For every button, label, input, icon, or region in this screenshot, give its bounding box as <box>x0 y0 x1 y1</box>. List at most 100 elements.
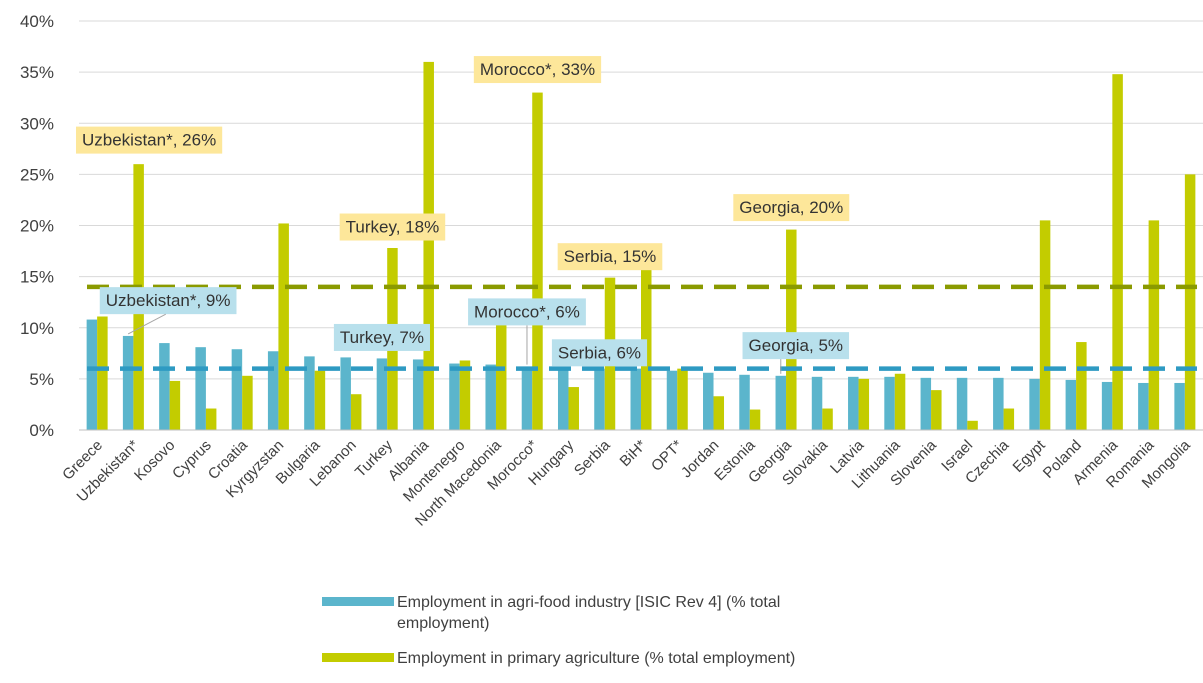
y-tick-label: 10% <box>20 319 54 338</box>
y-tick-label: 30% <box>20 114 54 133</box>
annotation-label: Turkey, 7% <box>340 328 424 347</box>
bar-agrifood <box>485 364 496 430</box>
bar-agriculture <box>713 396 725 430</box>
bar-agrifood <box>267 351 279 430</box>
bar-agriculture <box>1184 174 1196 430</box>
x-tick-label: BiH* <box>617 437 650 470</box>
bar-agriculture <box>894 373 906 430</box>
bar-agriculture <box>1003 408 1015 430</box>
annotation-label: Morocco*, 33% <box>480 60 595 79</box>
annotation-label: Uzbekistan*, 26% <box>82 131 216 150</box>
bar-agrifood <box>775 375 787 430</box>
annotation-label: Georgia, 20% <box>739 198 843 217</box>
bar-agriculture <box>1112 74 1123 431</box>
bar-agrifood <box>1138 382 1149 430</box>
annotation-box <box>468 298 586 326</box>
bar-agriculture <box>1148 220 1160 430</box>
bar-agriculture <box>350 394 362 430</box>
annotation-label: Georgia, 5% <box>749 336 844 355</box>
legend-item-agrifood: Employment in agri-food industry [ISIC R… <box>322 592 842 634</box>
annotation-label: Morocco*, 6% <box>474 302 580 321</box>
legend-label-agriculture: Employment in primary agriculture (% tot… <box>397 650 796 667</box>
bar-agrifood <box>159 343 170 430</box>
bar-agriculture <box>314 370 326 430</box>
bar-agrifood <box>1029 378 1040 430</box>
x-tick-label: Kosovo <box>131 437 178 484</box>
annotation-box <box>733 194 850 222</box>
bar-agrifood <box>920 377 932 430</box>
bar-agrifood <box>703 372 714 430</box>
bar-agriculture <box>858 378 870 430</box>
bar-agrifood <box>304 356 315 430</box>
annotation-label: Serbia, 15% <box>564 247 657 266</box>
bar-agrifood <box>594 368 605 430</box>
annotation-label: Serbia, 6% <box>558 343 641 362</box>
annotation-label: Turkey, 18% <box>346 218 440 237</box>
annotation-box <box>99 287 237 315</box>
bar-agriculture <box>967 420 978 430</box>
bar-agriculture <box>495 315 507 430</box>
bar-agriculture <box>242 375 253 430</box>
y-tick-label: 40% <box>20 12 54 31</box>
bar-agrifood <box>630 368 641 430</box>
y-tick-label: 25% <box>20 165 54 184</box>
legend-label-agrifood: Employment in agri-food industry [ISIC R… <box>397 594 781 632</box>
bar-agrifood <box>557 367 569 430</box>
bar-agrifood <box>1101 381 1113 430</box>
y-tick-label: 20% <box>20 217 54 236</box>
annotation-box <box>551 339 648 367</box>
bar-agriculture <box>169 380 181 430</box>
bar-agriculture <box>749 409 761 430</box>
bar-agrifood <box>666 370 678 430</box>
y-tick-label: 15% <box>20 268 54 287</box>
bar-agrifood <box>449 363 460 430</box>
bar-agriculture <box>423 61 434 431</box>
bar-agriculture <box>786 229 797 430</box>
bar-agrifood <box>1174 382 1185 430</box>
bar-agriculture <box>205 408 217 430</box>
bar-agrifood <box>1065 379 1077 430</box>
legend-swatch-agriculture <box>322 653 394 662</box>
bar-agriculture <box>278 223 289 430</box>
bar-agriculture <box>532 92 543 430</box>
bar-agrifood <box>884 376 895 430</box>
bar-agrifood <box>195 347 206 430</box>
x-tick-label: Cyprus <box>169 437 215 483</box>
y-tick-label: 5% <box>29 370 54 389</box>
bar-agriculture <box>97 316 108 430</box>
bar-agrifood <box>739 374 750 430</box>
legend-swatch-agrifood <box>322 597 394 606</box>
bar-agrifood <box>412 359 424 430</box>
bar-agrifood <box>993 377 1004 430</box>
bar-agrifood <box>231 349 243 430</box>
bar-agrifood <box>86 319 98 430</box>
bar-agriculture <box>1039 220 1051 430</box>
bar-agriculture <box>822 408 833 430</box>
legend-item-agriculture: Employment in primary agriculture (% tot… <box>322 648 842 669</box>
bar-agriculture <box>568 387 579 430</box>
y-tick-label: 35% <box>20 63 54 82</box>
annotation-box <box>473 56 602 84</box>
y-tick-label: 0% <box>29 421 54 440</box>
chart-legend: Employment in agri-food industry [ISIC R… <box>322 592 842 683</box>
annotation-box <box>333 323 430 351</box>
bar-agrifood <box>956 377 968 430</box>
bar-agrifood <box>122 335 134 430</box>
bar-agriculture <box>931 390 942 430</box>
bar-agrifood <box>848 376 859 430</box>
bar-agrifood <box>521 366 533 430</box>
bar-agriculture <box>1076 342 1087 430</box>
x-tick-label: Serbia <box>571 436 614 479</box>
annotation-box <box>76 126 223 154</box>
bar-agrifood <box>376 358 388 430</box>
bar-agrifood <box>811 376 823 430</box>
bar-agrifood <box>340 357 351 430</box>
bar-agriculture <box>459 360 471 430</box>
annotation-leader <box>127 313 167 335</box>
annotation-label: Uzbekistan*, 9% <box>106 291 231 310</box>
annotation-box <box>557 243 663 271</box>
bar-agriculture <box>677 368 688 430</box>
annotation-box <box>339 213 446 241</box>
annotation-box <box>742 332 850 360</box>
